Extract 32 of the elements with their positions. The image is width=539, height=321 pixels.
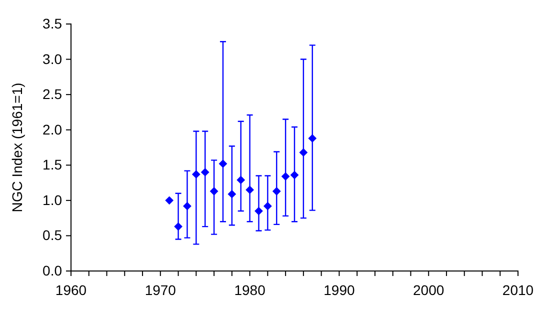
point <box>174 222 182 231</box>
y-tick-label: 3.0 <box>42 50 62 67</box>
y-axis-title: NGC Index (1961=1) <box>9 82 25 212</box>
point <box>200 168 210 176</box>
point <box>263 202 272 210</box>
y-tick-label: 0.0 <box>42 262 62 278</box>
y-tick-label: 1.5 <box>42 156 62 173</box>
y-tick-label: 3.5 <box>42 15 62 32</box>
point <box>254 206 263 216</box>
x-tick-label: 1960 <box>55 282 87 298</box>
point <box>299 148 308 157</box>
point <box>308 134 317 143</box>
point <box>192 170 200 179</box>
point <box>281 172 290 181</box>
point <box>290 170 299 180</box>
y-tick-label: 1.0 <box>42 192 62 208</box>
point <box>218 160 228 168</box>
point <box>228 190 236 198</box>
point <box>183 202 192 210</box>
point <box>236 176 246 184</box>
point <box>165 196 174 205</box>
point <box>210 187 218 196</box>
x-tick-label: 2000 <box>413 282 444 298</box>
x-tick-label: 2010 <box>502 282 534 298</box>
point <box>272 187 281 196</box>
point <box>246 186 254 194</box>
y-tick-label: 0.5 <box>42 227 62 244</box>
x-tick-label: 1990 <box>324 282 355 298</box>
y-tick-label: 2.5 <box>42 86 62 102</box>
x-tick-label: 1970 <box>144 282 176 298</box>
y-tick-label: 2.0 <box>42 121 62 138</box>
x-tick-label: 1980 <box>234 282 266 298</box>
